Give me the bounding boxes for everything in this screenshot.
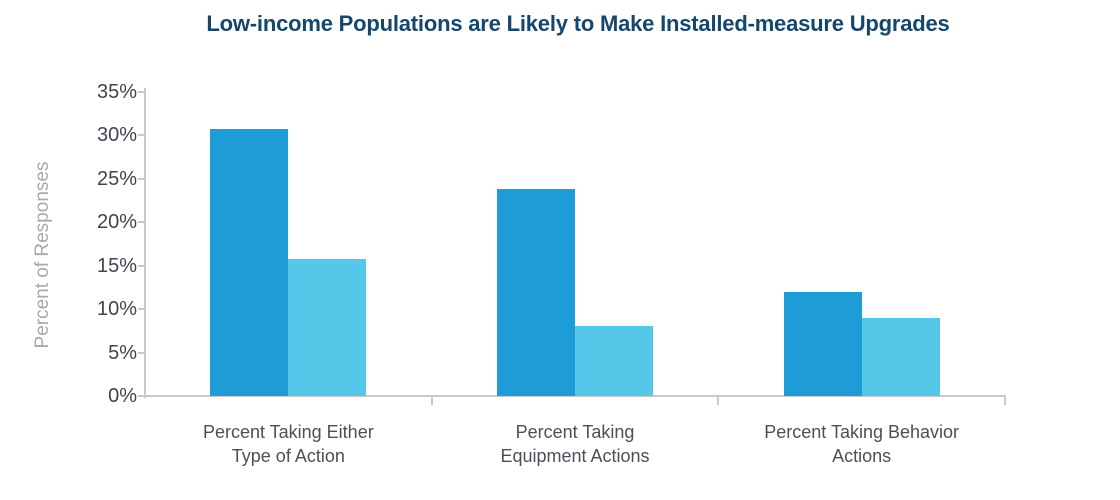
x-tick-mark bbox=[1004, 397, 1006, 405]
x-axis-line bbox=[144, 395, 1006, 397]
x-category-label: Percent Taking Behavior Actions bbox=[712, 420, 1012, 468]
y-tick-mark bbox=[138, 90, 146, 93]
bar-series1-group3 bbox=[783, 291, 862, 396]
x-tick-mark bbox=[717, 397, 720, 405]
bar-series1-group1 bbox=[210, 128, 289, 396]
y-tick-mark bbox=[138, 395, 146, 397]
chart-title: Low-income Populations are Likely to Mak… bbox=[206, 11, 950, 36]
y-tick-label: 5% bbox=[108, 341, 137, 364]
x-category-label-line: Equipment Actions bbox=[500, 446, 650, 466]
y-tick-label: 35% bbox=[96, 80, 137, 103]
y-tick-label: 15% bbox=[96, 254, 137, 277]
y-tick-label: 10% bbox=[96, 298, 137, 320]
x-category-label-line: Percent Taking bbox=[515, 422, 635, 442]
bar-series2-group3 bbox=[861, 317, 940, 396]
bar-series2-group2 bbox=[575, 326, 653, 396]
x-category-label: Percent Taking Either Type of Action bbox=[138, 420, 438, 468]
y-tick-mark bbox=[138, 308, 146, 310]
y-tick-label: 0% bbox=[108, 385, 137, 407]
x-category-label-line: Percent Taking Behavior bbox=[764, 422, 960, 442]
bar-series2-group1 bbox=[288, 258, 367, 396]
x-category-label-line: Actions bbox=[832, 446, 892, 466]
y-tick-mark bbox=[138, 264, 146, 267]
x-category-label-line: Type of Action bbox=[231, 446, 345, 466]
y-tick-mark bbox=[138, 134, 146, 136]
bar-series1-group2 bbox=[497, 188, 575, 396]
x-category-label: Percent Taking Equipment Actions bbox=[425, 420, 725, 468]
y-tick-mark bbox=[138, 351, 146, 354]
y-tick-label: 30% bbox=[96, 124, 137, 146]
y-tick-label: 25% bbox=[96, 167, 137, 190]
x-category-label-line: Percent Taking Either bbox=[202, 422, 374, 442]
y-tick-mark bbox=[138, 177, 146, 180]
x-tick-mark bbox=[430, 397, 433, 405]
y-axis-line bbox=[144, 88, 146, 398]
y-tick-label: 20% bbox=[96, 211, 137, 233]
y-tick-mark bbox=[138, 221, 146, 223]
